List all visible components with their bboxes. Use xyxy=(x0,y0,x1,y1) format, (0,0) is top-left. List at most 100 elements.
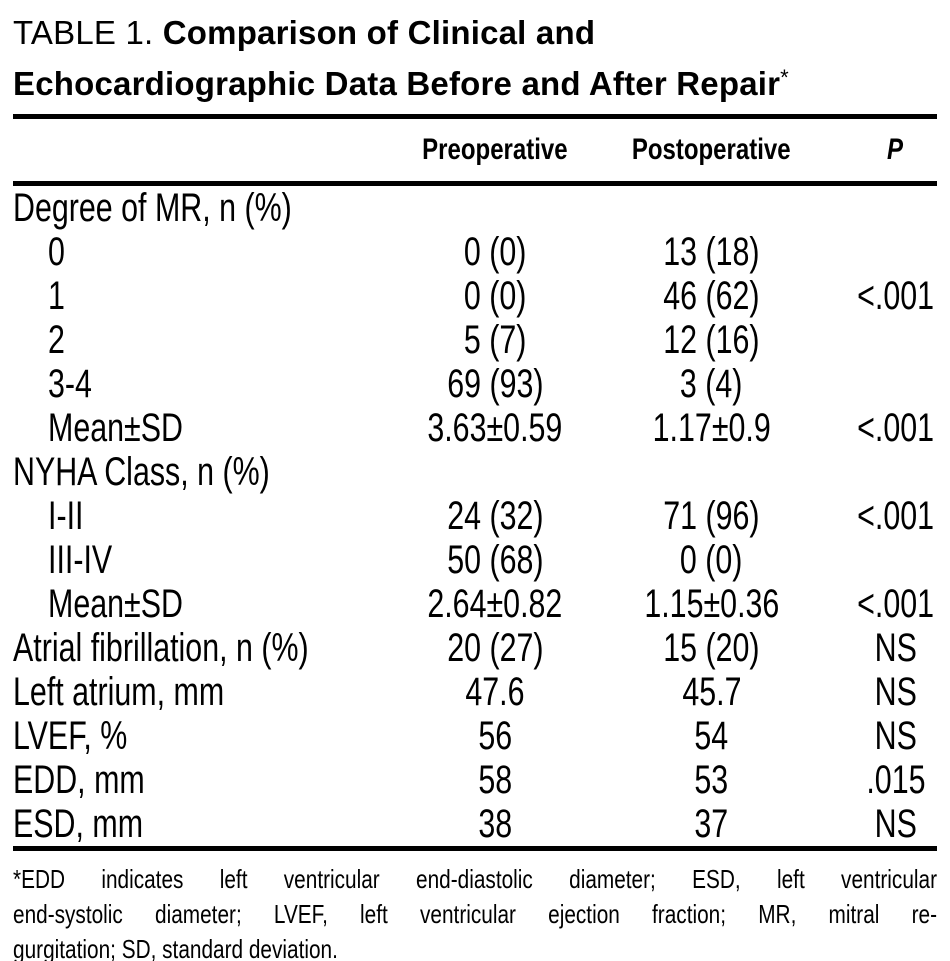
row-label: 3-4 xyxy=(48,362,92,406)
p-value-cell: NS xyxy=(814,802,937,847)
preoperative-value: 0 (0) xyxy=(463,230,527,274)
table-header-row: Preoperative Postoperative P xyxy=(13,119,937,181)
table-row: 3-4 69 (93) 3 (4) xyxy=(13,362,937,406)
row-label-cell: Left atrium, mm xyxy=(13,670,381,715)
table-row: 1 0 (0) 46 (62) <.001 xyxy=(13,274,937,318)
p-value: .015 xyxy=(865,758,926,802)
p-value: NS xyxy=(874,714,917,758)
row-label: III-IV xyxy=(48,538,113,582)
postoperative-value: 46 (62) xyxy=(663,274,760,318)
preoperative-cell: 47.6 xyxy=(381,670,609,715)
row-label-cell: Mean±SD xyxy=(13,582,381,627)
footnote-line: gurgitation; SD, standard deviation. xyxy=(13,934,338,961)
postoperative-cell: 54 xyxy=(609,714,814,759)
postoperative-value: 12 (16) xyxy=(663,318,760,362)
row-label-cell: I-II xyxy=(13,494,381,539)
column-header-p: P xyxy=(887,133,904,166)
postoperative-value: 54 xyxy=(694,714,729,758)
postoperative-cell: 3 (4) xyxy=(609,362,814,407)
row-label-cell: EDD, mm xyxy=(13,758,381,803)
header-rule xyxy=(13,181,937,186)
table-row: Degree of MR, n (%) xyxy=(13,186,937,230)
postoperative-cell: 1.15±0.36 xyxy=(609,582,814,627)
row-label-cell: LVEF, % xyxy=(13,714,381,759)
row-label-cell: 0 xyxy=(13,230,381,275)
preoperative-value: 69 (93) xyxy=(446,362,544,406)
postoperative-cell: 1.17±0.9 xyxy=(609,406,814,451)
footnote-marker: * xyxy=(780,65,789,90)
p-value-cell: NS xyxy=(814,626,937,671)
postoperative-value: 15 (20) xyxy=(663,626,760,670)
header-cell-preoperative: Preoperative xyxy=(381,119,609,181)
row-label-cell: 3-4 xyxy=(13,362,381,407)
postoperative-cell: 13 (18) xyxy=(609,230,814,275)
column-header-postoperative: Postoperative xyxy=(632,133,791,166)
preoperative-cell: 38 xyxy=(381,802,609,847)
row-label: Atrial fibrillation, n (%) xyxy=(13,626,309,670)
postoperative-cell xyxy=(609,450,814,495)
p-value-cell xyxy=(814,230,937,275)
preoperative-cell: 24 (32) xyxy=(381,494,609,539)
postoperative-value: 71 (96) xyxy=(663,494,760,538)
preoperative-value: 3.63±0.59 xyxy=(427,406,563,450)
row-label: Mean±SD xyxy=(48,406,183,450)
preoperative-cell: 0 (0) xyxy=(381,274,609,319)
preoperative-value: 0 (0) xyxy=(463,274,527,318)
table-row: 2 5 (7) 12 (16) xyxy=(13,318,937,362)
preoperative-value: 20 (27) xyxy=(446,626,544,670)
preoperative-cell: 20 (27) xyxy=(381,626,609,671)
p-value-cell xyxy=(814,186,937,231)
preoperative-cell xyxy=(381,186,609,231)
postoperative-value: 13 (18) xyxy=(663,230,760,274)
preoperative-cell: 56 xyxy=(381,714,609,759)
row-label-cell: Atrial fibrillation, n (%) xyxy=(13,626,381,671)
postoperative-cell: 46 (62) xyxy=(609,274,814,319)
p-value: <.001 xyxy=(857,406,934,450)
postoperative-cell: 45.7 xyxy=(609,670,814,715)
table-row: Atrial fibrillation, n (%) 20 (27) 15 (2… xyxy=(13,626,937,670)
row-label-cell: Degree of MR, n (%) xyxy=(13,186,381,231)
table-row: NYHA Class, n (%) xyxy=(13,450,937,494)
table-row: LVEF, % 56 54 NS xyxy=(13,714,937,758)
table-row: III-IV 50 (68) 0 (0) xyxy=(13,538,937,582)
table-row: EDD, mm 58 53 .015 xyxy=(13,758,937,802)
row-label: 0 xyxy=(48,230,65,274)
row-label: 1 xyxy=(48,274,65,318)
preoperative-cell xyxy=(381,450,609,495)
preoperative-cell: 58 xyxy=(381,758,609,803)
preoperative-value: 47.6 xyxy=(465,670,525,714)
preoperative-value: 2.64±0.82 xyxy=(427,582,563,626)
row-label: Degree of MR, n (%) xyxy=(13,186,292,230)
row-label: Mean±SD xyxy=(48,582,183,626)
p-value: NS xyxy=(874,626,917,670)
table-row: 0 0 (0) 13 (18) xyxy=(13,230,937,274)
p-value: <.001 xyxy=(857,582,934,626)
table-title-line2: Echocardiographic Data Before and After … xyxy=(13,65,781,102)
row-label: I-II xyxy=(48,494,84,538)
postoperative-value: 3 (4) xyxy=(680,362,743,406)
table-title-line1: Comparison of Clinical and xyxy=(162,14,596,51)
postoperative-value: 53 xyxy=(694,758,729,802)
footnote-line: end-systolic diameter; LVEF, left ventri… xyxy=(13,899,937,929)
postoperative-cell: 12 (16) xyxy=(609,318,814,363)
row-label-cell: III-IV xyxy=(13,538,381,583)
p-value: NS xyxy=(874,802,917,846)
top-rule xyxy=(13,114,937,119)
table-row: I-II 24 (32) 71 (96) <.001 xyxy=(13,494,937,538)
table-number-label: TABLE 1. xyxy=(13,14,163,51)
postoperative-cell: 53 xyxy=(609,758,814,803)
postoperative-cell xyxy=(609,186,814,231)
preoperative-cell: 69 (93) xyxy=(381,362,609,407)
p-value-cell: .015 xyxy=(814,758,937,803)
preoperative-cell: 50 (68) xyxy=(381,538,609,583)
p-value: <.001 xyxy=(857,274,934,318)
row-label: NYHA Class, n (%) xyxy=(13,450,270,494)
row-label: LVEF, % xyxy=(13,714,128,758)
preoperative-value: 58 xyxy=(478,758,512,802)
row-label: ESD, mm xyxy=(13,802,144,846)
column-header-preoperative: Preoperative xyxy=(422,133,568,166)
header-spacer-cell xyxy=(13,119,381,181)
preoperative-value: 56 xyxy=(478,714,512,758)
postoperative-cell: 15 (20) xyxy=(609,626,814,671)
